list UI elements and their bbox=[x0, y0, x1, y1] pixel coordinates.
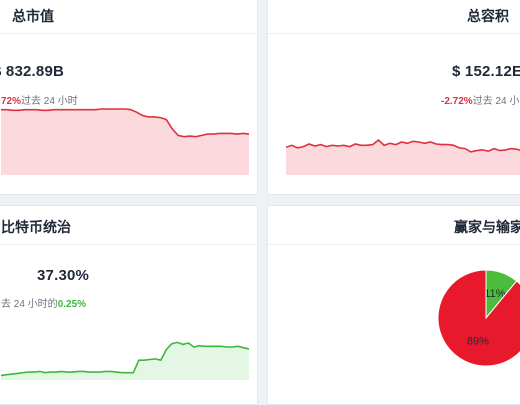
chart-area-fill bbox=[1, 109, 249, 175]
btc-dominance-value: 37.30% bbox=[37, 267, 90, 284]
winners-losers-card: 赢家与输家 11% 89% bbox=[267, 205, 520, 405]
winners-losers-pie: 11% 89% bbox=[437, 269, 520, 367]
change-line: 72%过去 24 小时 bbox=[1, 92, 78, 107]
market-cap-value: $ 832.89B bbox=[0, 63, 65, 80]
change-period: 去 24 小时的 bbox=[1, 299, 58, 310]
volume-value: $ 152.12E bbox=[452, 63, 520, 80]
card-header: 总容积 bbox=[268, 0, 520, 34]
pie-slice-1 bbox=[437, 269, 520, 367]
card-title: 比特币统治 bbox=[1, 219, 71, 235]
market-cap-chart bbox=[1, 108, 249, 175]
pie-label-0: 11% bbox=[484, 288, 505, 300]
pie-label-1: 89% bbox=[467, 336, 489, 348]
change-period: 过去 24 小时 bbox=[21, 96, 78, 107]
card-title: 总市值 bbox=[12, 8, 54, 24]
card-header: 赢家与输家 bbox=[268, 206, 520, 245]
card-title: 赢家与输家 bbox=[454, 219, 520, 235]
chart-series-line bbox=[286, 138, 520, 153]
volume-card: 总容积 $ 152.12E -2.72%过去 24 小 bbox=[267, 0, 520, 195]
volume-chart bbox=[286, 138, 520, 175]
chart-area-fill bbox=[1, 342, 249, 380]
change-percent: -2.72% bbox=[441, 96, 473, 107]
btc-dominance-chart bbox=[1, 341, 249, 380]
card-header: 比特币统治 bbox=[0, 206, 257, 245]
change-line: 去 24 小时的0.25% bbox=[1, 295, 86, 310]
change-percent: 72% bbox=[1, 96, 22, 107]
card-title: 总容积 bbox=[467, 8, 509, 24]
card-header: 总市值 bbox=[0, 0, 257, 34]
chart-series-line bbox=[1, 108, 249, 138]
change-percent: 0.25% bbox=[57, 299, 87, 310]
market-cap-card: 总市值 $ 832.89B 72%过去 24 小时 bbox=[0, 0, 258, 195]
btc-dominance-card: 比特币统治 37.30% 去 24 小时的0.25% bbox=[0, 205, 258, 405]
change-period: 过去 24 小 bbox=[472, 96, 520, 107]
chart-series-line bbox=[1, 341, 249, 377]
change-line: -2.72%过去 24 小 bbox=[441, 92, 519, 107]
